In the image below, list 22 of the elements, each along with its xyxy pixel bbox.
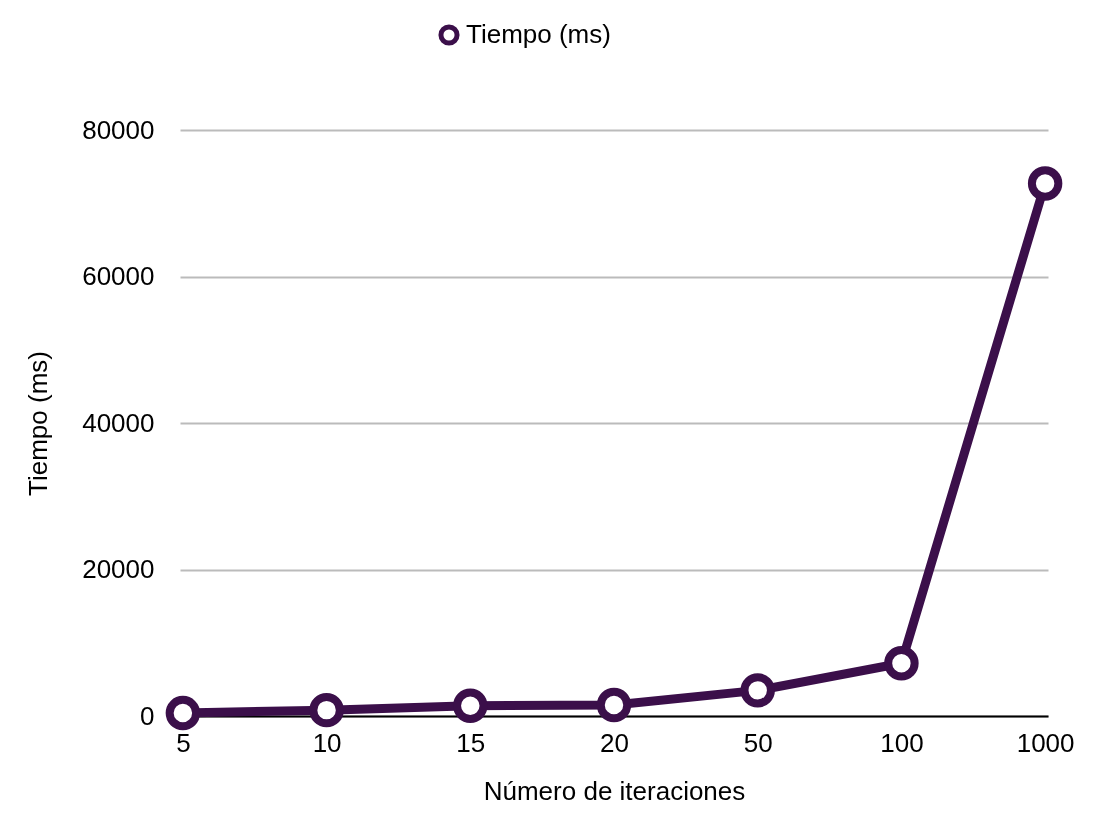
point bbox=[453, 688, 488, 723]
point bbox=[165, 695, 201, 731]
x-tick-label: 20 bbox=[600, 727, 629, 758]
point bbox=[309, 692, 344, 728]
point bbox=[1027, 166, 1063, 201]
x-tick-label: 1000 bbox=[1016, 727, 1075, 758]
y-tick-label: 20000 bbox=[82, 554, 155, 584]
y-tick-label: 0 bbox=[140, 700, 155, 731]
x-tick-label: 5 bbox=[176, 727, 191, 758]
y-tick-label: 80000 bbox=[82, 114, 155, 145]
y-tick-label: 40000 bbox=[82, 407, 155, 438]
legend-label: Tiempo (ms) bbox=[466, 19, 611, 49]
x-tick-label: 100 bbox=[880, 727, 924, 758]
y-axis-title: Tiempo (ms) bbox=[23, 351, 54, 496]
point bbox=[596, 687, 632, 723]
x-tick-label: 50 bbox=[743, 727, 773, 758]
x-axis-title: Número de iteraciones bbox=[483, 775, 746, 806]
x-tick-label: 10 bbox=[312, 727, 342, 758]
point bbox=[740, 673, 775, 708]
x-tick-label: 15 bbox=[456, 727, 486, 758]
y-tick-label: 60000 bbox=[82, 261, 155, 291]
point bbox=[884, 646, 919, 681]
